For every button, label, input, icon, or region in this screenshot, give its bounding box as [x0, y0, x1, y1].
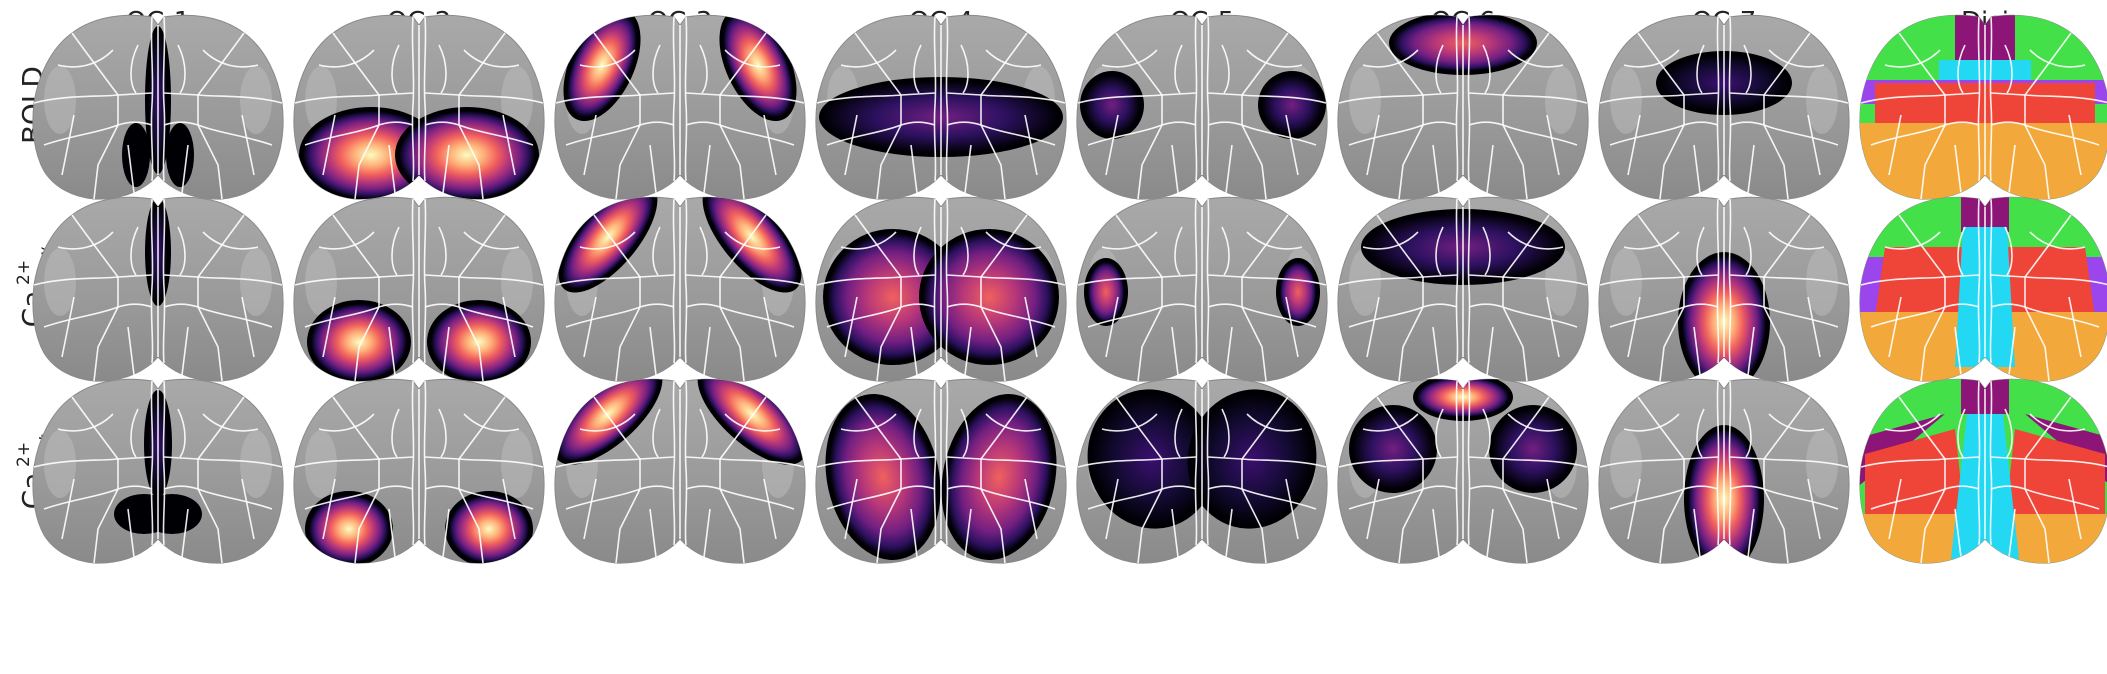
panel-bold-oc-7	[1598, 14, 1850, 200]
activation-map	[1080, 71, 1326, 139]
row-label-superscript: 2+	[14, 260, 34, 285]
panel-ca-slow-oc-6	[1337, 196, 1589, 382]
panel-ca-fast-disj	[1859, 378, 2107, 564]
panel-ca-slow-oc-2	[293, 196, 545, 382]
activation-map	[307, 300, 531, 382]
panel-bold-oc-5	[1076, 14, 1328, 200]
panel-ca-slow-oc-7	[1598, 196, 1850, 382]
panel-bold-oc-2	[293, 14, 545, 200]
activation-map	[823, 229, 1059, 365]
activation-map	[1084, 258, 1320, 326]
panel-ca-slow-oc-5	[1076, 196, 1328, 382]
row-label-superscript: 2+	[14, 442, 34, 467]
panel-bold-disj	[1859, 14, 2107, 200]
panel-ca-fast-oc-5	[1076, 378, 1328, 564]
panel-ca-slow-disj	[1859, 196, 2107, 382]
activation-map	[299, 107, 539, 200]
panel-ca-fast-oc-1	[32, 378, 284, 564]
panel-ca-fast-oc-3	[554, 378, 806, 564]
panel-ca-slow-oc-4	[815, 196, 1067, 382]
activation-map	[554, 379, 806, 465]
panel-bold-oc-1	[32, 14, 284, 200]
panel-ca-slow-oc-3	[554, 196, 806, 382]
panel-ca-fast-oc-7	[1598, 378, 1850, 564]
panel-ca-fast-oc-6	[1337, 378, 1589, 564]
panel-bold-oc-4	[815, 14, 1067, 200]
panel-ca-fast-oc-2	[293, 378, 545, 564]
panel-bold-oc-6	[1337, 14, 1589, 200]
panel-ca-slow-oc-1	[32, 196, 284, 382]
panel-ca-fast-oc-4	[815, 378, 1067, 564]
activation-map	[558, 197, 802, 293]
panel-bold-oc-3	[554, 14, 806, 200]
